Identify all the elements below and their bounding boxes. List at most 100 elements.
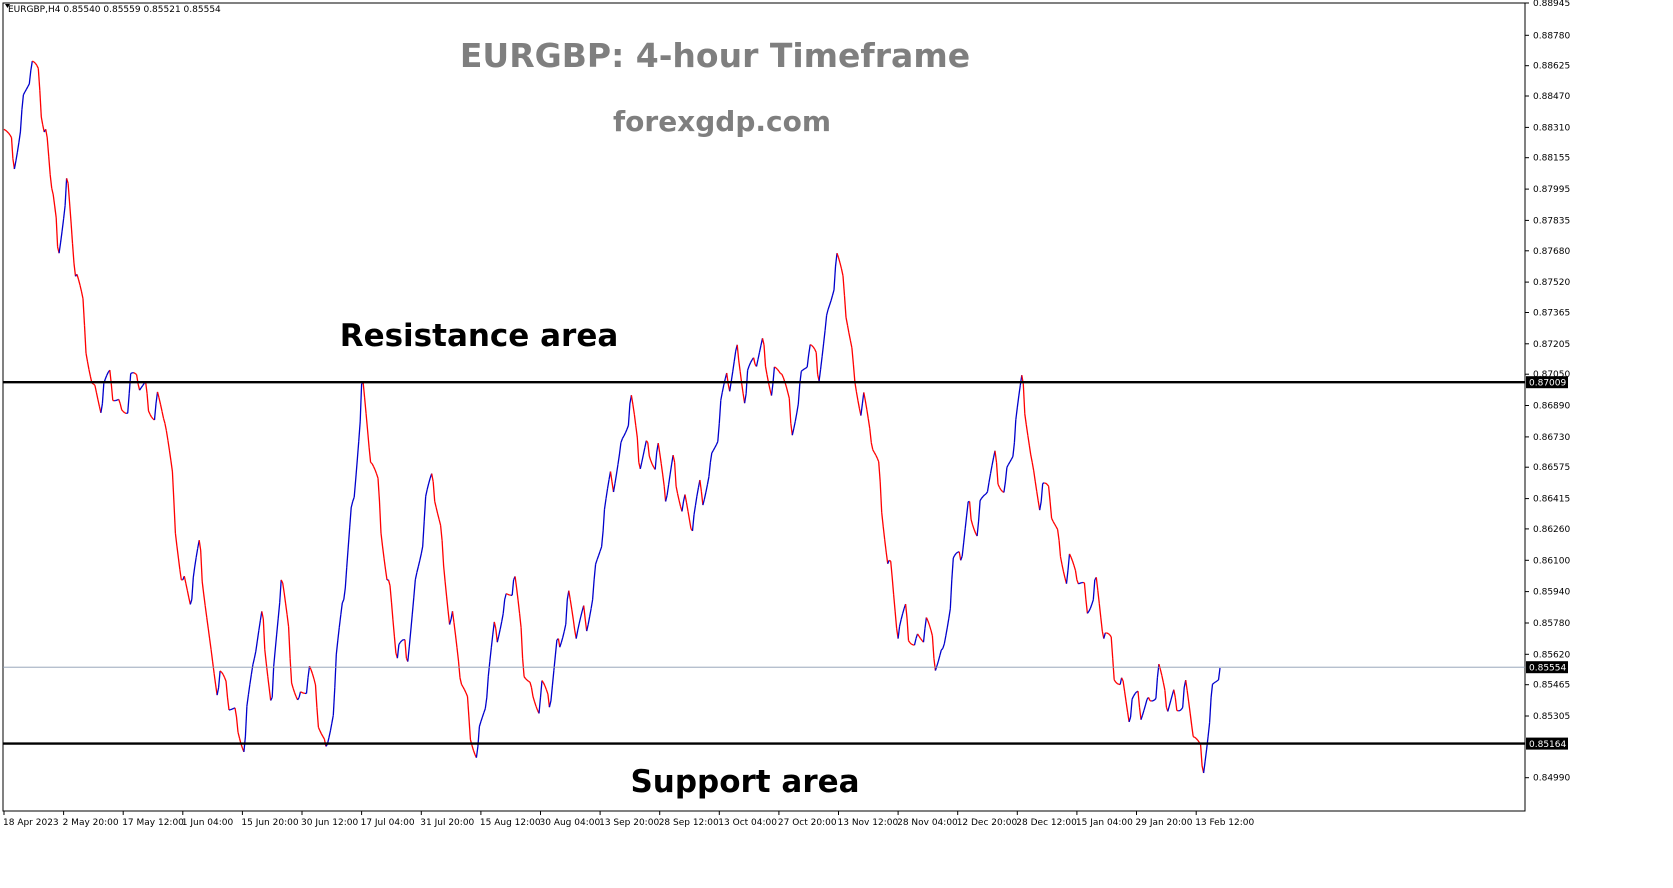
price-segment xyxy=(936,660,940,667)
price-segment xyxy=(314,684,318,708)
price-segment xyxy=(478,721,482,727)
price-segment xyxy=(1217,667,1221,680)
price-segment xyxy=(885,552,889,564)
price-segment xyxy=(897,626,901,639)
price-segment xyxy=(1119,677,1123,685)
price-segment xyxy=(381,545,385,559)
price-segment xyxy=(80,291,84,299)
price-segment xyxy=(526,679,529,682)
price-segment xyxy=(507,593,510,596)
price-segment xyxy=(417,560,421,567)
price-segment xyxy=(320,733,324,737)
price-segment xyxy=(738,360,741,372)
price-segment xyxy=(174,533,178,547)
price-segment xyxy=(557,638,561,648)
price-segment xyxy=(714,444,717,449)
price-segment xyxy=(590,599,594,609)
price-segment xyxy=(1012,442,1016,457)
price-segment xyxy=(831,289,835,296)
price-segment xyxy=(408,630,412,647)
price-segment xyxy=(448,618,452,625)
price-segment xyxy=(368,447,372,463)
price-segment xyxy=(824,315,828,331)
price-segment xyxy=(289,658,293,683)
price-segment xyxy=(355,460,358,480)
price-segment xyxy=(518,613,522,628)
price-segment xyxy=(878,461,881,482)
price-segment xyxy=(702,498,706,506)
price-segment xyxy=(356,441,360,462)
price-segment xyxy=(1009,458,1012,463)
price-segment xyxy=(340,602,343,615)
price-segment xyxy=(554,639,558,656)
price-segment xyxy=(949,579,953,609)
price-segment xyxy=(231,707,234,710)
price-segment xyxy=(100,403,104,413)
price-segment xyxy=(730,371,734,382)
price-segment xyxy=(872,449,875,453)
price-segment xyxy=(1188,701,1191,714)
price-segment xyxy=(374,469,378,474)
y-tick-label: 0.87835 xyxy=(1533,216,1570,226)
price-segment xyxy=(83,325,87,354)
y-tick-label: 0.87680 xyxy=(1533,247,1570,257)
price-segment xyxy=(684,494,688,503)
price-segment xyxy=(822,330,826,344)
price-segment xyxy=(985,491,989,495)
price-segment xyxy=(45,129,48,138)
price-segment xyxy=(845,317,849,326)
price-segment xyxy=(115,399,118,402)
price-segment xyxy=(337,627,340,641)
price-segment xyxy=(1073,565,1077,571)
price-segment xyxy=(1010,456,1014,460)
price-segment xyxy=(373,466,376,471)
price-segment xyxy=(165,430,169,441)
price-segment xyxy=(995,462,999,485)
price-segment xyxy=(890,561,893,578)
price-segment xyxy=(203,593,206,606)
price-segment xyxy=(221,671,224,675)
price-segment xyxy=(577,623,580,631)
price-segment xyxy=(614,473,618,484)
price-segment xyxy=(13,160,17,170)
price-segment xyxy=(565,599,568,625)
price-segment xyxy=(118,399,121,404)
price-segment xyxy=(515,587,519,601)
x-tick-label: 28 Dec 12:00 xyxy=(1016,818,1077,828)
price-segment xyxy=(496,635,500,643)
price-segment xyxy=(797,383,801,405)
price-segment xyxy=(422,521,425,547)
price-segment xyxy=(645,440,649,444)
price-segment xyxy=(621,435,625,439)
price-segment xyxy=(1091,599,1094,605)
symbol-dropdown-icon[interactable] xyxy=(5,4,10,8)
price-segment xyxy=(156,391,160,398)
x-tick-label: 13 Oct 04:00 xyxy=(718,818,777,828)
x-tick-label: 15 Jan 04:00 xyxy=(1076,818,1133,828)
price-segment xyxy=(407,646,410,662)
x-tick-label: 17 Jul 04:00 xyxy=(361,818,415,828)
price-segment xyxy=(833,266,837,290)
price-segment xyxy=(681,501,685,512)
price-segment xyxy=(803,367,807,370)
price-segment xyxy=(1194,736,1197,740)
price-segment xyxy=(836,252,840,258)
price-segment xyxy=(788,398,792,424)
price-segment xyxy=(18,131,22,143)
price-segment xyxy=(436,513,440,520)
price-segment xyxy=(1115,681,1118,684)
price-segment xyxy=(204,605,208,618)
price-segment xyxy=(960,555,963,561)
price-segment xyxy=(805,366,808,369)
price-segment xyxy=(85,352,89,362)
price-segment xyxy=(916,633,920,637)
price-segment xyxy=(276,618,279,635)
price-segment xyxy=(1018,385,1021,397)
price-segment xyxy=(650,460,653,465)
price-segment xyxy=(282,582,285,594)
price-segment xyxy=(739,371,743,383)
price-segment xyxy=(1215,680,1218,683)
price-segment xyxy=(596,555,600,560)
price-segment xyxy=(1216,679,1219,682)
